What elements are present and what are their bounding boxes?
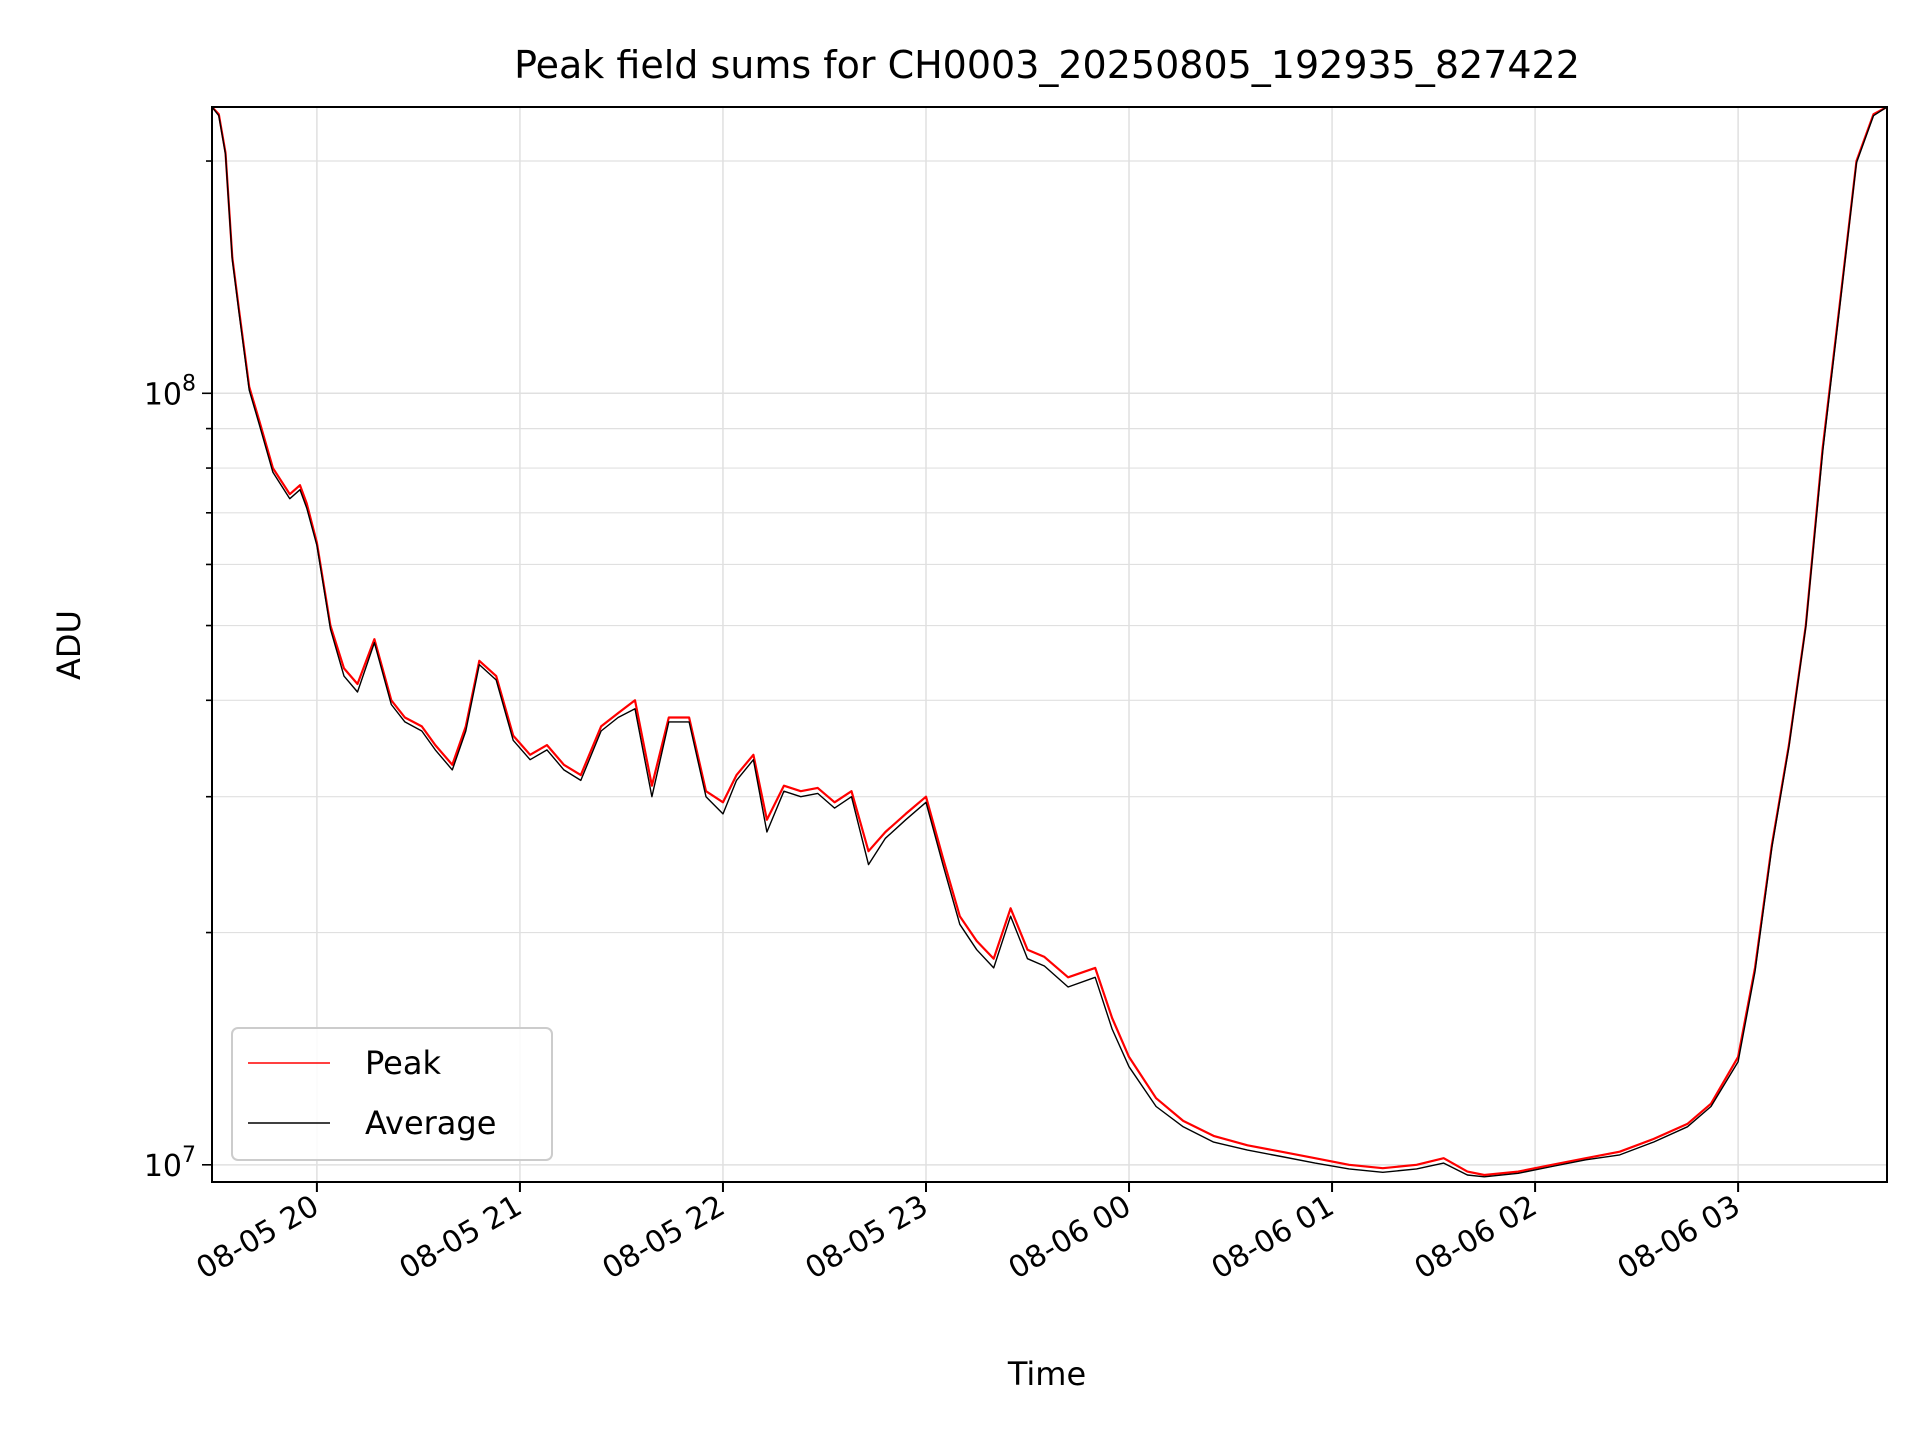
series-average-line: [211, 106, 1888, 1178]
y-axis-ticks: 107 108: [144, 160, 212, 1184]
y-tick-label: 107: [144, 1143, 196, 1184]
legend: Peak Average: [231, 1027, 553, 1161]
chart-title: Peak field sums for CH0003_20250805_1929…: [514, 43, 1580, 87]
legend-box: [231, 1027, 553, 1161]
plot-frame: [211, 106, 1888, 1183]
x-axis-label: Time: [1007, 1355, 1086, 1393]
series-peak-line: [211, 106, 1888, 1177]
grid-lines: [212, 107, 1887, 1182]
series-lines: [211, 106, 1888, 1178]
legend-average-label: Average: [365, 1104, 496, 1142]
y-tick-label: 108: [144, 371, 196, 412]
legend-peak-label: Peak: [365, 1044, 441, 1082]
y-axis-label: ADU: [50, 610, 88, 680]
